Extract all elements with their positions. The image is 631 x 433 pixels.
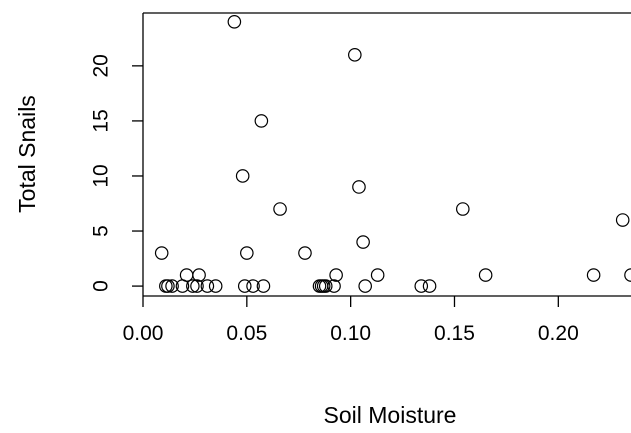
data-point [165,279,179,293]
x-tick-label: 0.20 [538,322,579,345]
data-point [240,246,254,260]
data-point [246,279,260,293]
data-point [186,279,200,293]
y-tick-label: 15 [90,109,113,132]
data-points [154,15,631,293]
y-tick-label: 5 [90,225,113,237]
x-tick-label: 0.05 [226,322,267,345]
data-point [227,15,242,29]
data-point [208,279,223,293]
data-point [154,246,169,260]
x-tick-label: 0.15 [434,322,475,345]
x-axis-label: Soil Moisture [324,402,457,428]
data-point [318,279,333,293]
data-point [190,279,204,293]
data-point [478,268,493,282]
data-point [370,268,385,282]
x-tick-label: 0.00 [123,322,164,345]
data-point [624,268,631,282]
data-point [348,48,362,62]
data-point [237,279,252,293]
data-point [615,213,630,227]
data-point [358,279,372,293]
data-point [352,180,366,194]
data-point [161,279,175,293]
data-point [586,268,601,282]
data-point [298,246,312,260]
data-point [235,169,250,183]
data-point [422,279,437,293]
data-point [254,114,269,128]
y-axis-label: Total Snails [14,95,40,213]
y-tick-label: 0 [90,280,113,292]
data-point [327,279,341,293]
data-point [179,268,194,282]
data-point [256,279,271,293]
data-point [192,268,206,282]
x-axis: 0.00 0.05 0.10 0.15 0.20 [123,296,579,345]
data-point [329,268,343,282]
data-point [200,279,215,293]
data-point [414,279,429,293]
y-tick-label: 20 [90,54,113,77]
y-axis: 0 5 10 15 20 [90,54,143,292]
y-tick-label: 10 [90,164,113,187]
data-point [455,202,470,216]
x-tick-label: 0.10 [330,322,371,345]
data-point [273,202,287,216]
data-point [356,235,370,249]
